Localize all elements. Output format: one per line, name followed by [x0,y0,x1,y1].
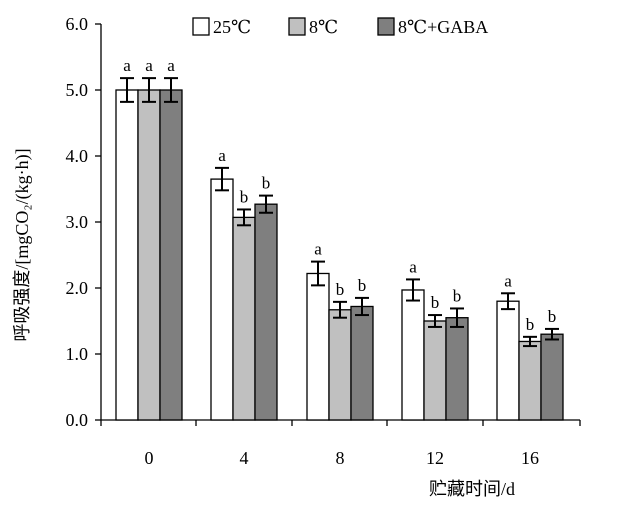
significance-letter: a [409,257,417,276]
bar [254,203,278,421]
significance-letter: a [145,56,153,75]
bar [159,89,183,421]
legend: 25℃ 8℃ 8℃+GABA [192,17,488,37]
error-bar [237,208,251,227]
error-bar [120,77,134,103]
legend-item: 8℃ [288,17,338,37]
bar [115,89,139,421]
bar [540,333,564,421]
bar [423,320,447,421]
x-tick-label: 8 [336,448,345,468]
significance-letter: b [431,293,440,312]
significance-letter: a [314,240,322,259]
error-bar [311,260,325,287]
error-bar [333,300,347,319]
y-tick-label: 3.0 [66,212,89,232]
legend-swatch [377,17,395,36]
significance-letter: b [262,174,271,193]
significance-letter: b [453,286,462,305]
error-bar [406,278,420,302]
error-bar [142,77,156,103]
y-tick-label: 6.0 [66,14,89,34]
bar [496,300,520,421]
significance-letter: b [240,187,249,206]
x-tick-label: 0 [145,448,154,468]
error-bar [215,166,229,192]
y-tick-label: 0.0 [66,410,89,430]
error-bar [259,194,273,214]
significance-letter: b [526,315,535,334]
legend-item: 25℃ [192,17,251,37]
y-tick-label: 5.0 [66,80,89,100]
significance-letter: b [548,307,557,326]
error-bar [164,77,178,103]
legend-label: 25℃ [213,17,251,37]
error-bar [355,296,369,317]
legend-label: 8℃ [309,17,338,37]
error-bar [523,335,537,348]
x-tick-label: 16 [521,448,539,468]
bar [328,309,352,421]
significance-letter: b [336,280,345,299]
significance-letter: a [167,56,175,75]
error-bar [428,314,442,328]
error-bars [120,77,559,348]
bar [445,317,469,421]
bar [232,216,256,421]
legend-swatch [288,17,306,36]
y-tick-label: 1.0 [66,344,89,364]
error-bar [450,307,464,328]
y-tick-label: 2.0 [66,278,89,298]
bar [401,289,425,421]
bars [115,89,564,421]
significance-letter: a [218,146,226,165]
bar [518,340,542,421]
legend-swatch [192,17,210,36]
bar [137,89,161,421]
error-bar [545,327,559,341]
x-tick-label: 4 [240,448,249,468]
y-axis-title: 呼吸强度/[mgCO₂/(kg·h)] [12,148,33,341]
x-axis: 0 4 8 12 16 [100,419,581,468]
significance-letter: a [504,271,512,290]
y-tick-label: 4.0 [66,146,89,166]
legend-item: 8℃+GABA [377,17,488,37]
significance-letter: a [123,56,131,75]
x-tick-label: 12 [426,448,444,468]
y-axis: 0.0 1.0 2.0 3.0 4.0 5.0 6.0 [66,14,102,430]
legend-label: 8℃+GABA [398,17,488,37]
bar [210,178,234,421]
bar [306,272,330,421]
error-bar [501,292,515,311]
x-axis-title: 贮藏时间/d [429,479,515,499]
significance-letter: b [358,276,367,295]
bar [350,305,374,421]
